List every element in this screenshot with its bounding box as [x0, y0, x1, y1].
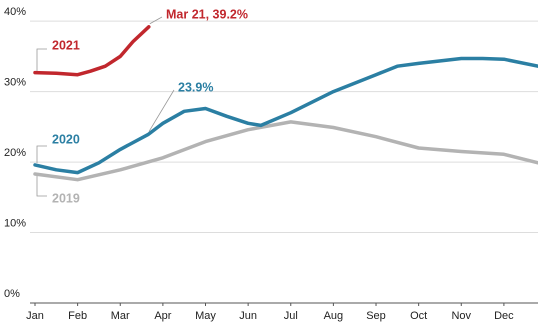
x-tick-label: Jan — [26, 310, 44, 322]
y-tick-label: 30% — [4, 77, 26, 89]
y-tick-label: 0% — [4, 288, 20, 300]
x-tick-label: Oct — [410, 310, 427, 322]
x-tick-label: Aug — [324, 310, 344, 322]
x-tick-label: Jul — [284, 310, 298, 322]
x-tick-label: Dec — [494, 310, 514, 322]
legend-label: 2019 — [52, 191, 80, 205]
x-tick-label: Sep — [366, 310, 386, 322]
annotation-leader — [148, 89, 175, 132]
leader-line — [36, 145, 47, 163]
x-tick-label: Mar — [111, 310, 130, 322]
x-tick-label: Feb — [68, 310, 87, 322]
leader-line — [36, 176, 47, 197]
annotation-leader — [149, 16, 163, 25]
series-line — [33, 56, 538, 175]
annotation: Mar 21, 39.2% — [166, 7, 248, 21]
series-line — [33, 25, 151, 77]
x-tick-label: May — [195, 310, 216, 322]
y-tick-label: 10% — [4, 217, 26, 229]
legend-label: 2021 — [52, 38, 80, 52]
y-tick-label: 40% — [4, 6, 26, 18]
leader-line — [36, 48, 47, 71]
x-tick-label: Apr — [154, 310, 171, 322]
annotation: 23.9% — [178, 80, 213, 94]
x-tick-label: Nov — [451, 310, 471, 322]
legend-label: 2020 — [52, 132, 80, 146]
y-tick-label: 20% — [4, 147, 26, 159]
x-tick-label: Jun — [239, 310, 257, 322]
series-line — [33, 120, 538, 182]
